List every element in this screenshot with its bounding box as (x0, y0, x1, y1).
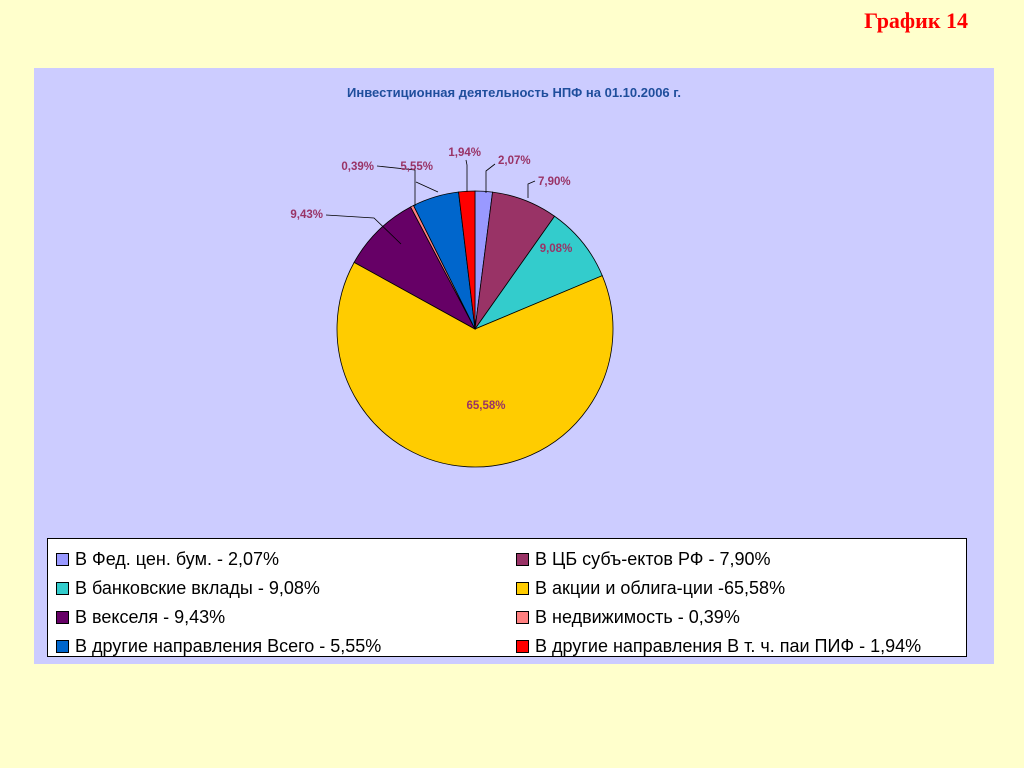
pie-slice (353, 206, 476, 330)
legend-swatch (516, 582, 529, 595)
data-label: 9,43% (290, 209, 323, 221)
pie-chart: 2,07% 7,90% 9,08% 65,58% 9,43% 0,39% 5,55% 1,94… (290, 147, 614, 468)
leader-line (465, 159, 468, 192)
legend-swatch (516, 640, 529, 653)
legend-label: В векселя - 9,43% (75, 607, 226, 627)
legend-swatch (516, 611, 529, 624)
data-label: 9,08% (540, 243, 573, 255)
data-label: 2,07% (498, 155, 531, 167)
leader-line (527, 180, 536, 198)
legend-item: В другие направления Всего - 5,55% (56, 632, 516, 661)
legend-label: В банковские вклады - 9,08% (75, 578, 320, 598)
legend-item: В векселя - 9,43% (56, 603, 516, 632)
pie-slice (336, 261, 614, 468)
legend-item: В ЦБ субъ-ектов РФ - 7,90% (516, 545, 968, 574)
legend-item: В недвижимость - 0,39% (516, 603, 968, 632)
data-label: 65,58% (466, 400, 505, 412)
slide-label: График 14 (864, 8, 968, 33)
data-label: 7,90% (538, 176, 571, 188)
legend-item: В акции и облига-ции -65,58% (516, 574, 968, 603)
legend-item: В Фед. цен. бум. - 2,07% (56, 545, 516, 574)
leader-line (415, 181, 439, 193)
legend-label: В другие направления Всего - 5,55% (75, 636, 382, 656)
legend-label: В Фед. цен. бум. - 2,07% (75, 549, 279, 569)
legend-swatch (56, 582, 69, 595)
legend-swatch (56, 611, 69, 624)
data-label: 0,39% (341, 161, 374, 173)
chart-panel: Инвестиционная деятельность НПФ на 01.10… (34, 68, 994, 664)
leader-line (376, 165, 416, 206)
legend-item: В банковские вклады - 9,08% (56, 574, 516, 603)
legend-label: В недвижимость - 0,39% (535, 607, 740, 627)
legend-label: В акции и облига-ции -65,58% (535, 578, 786, 598)
legend-label: В ЦБ субъ-ектов РФ - 7,90% (535, 549, 771, 569)
leader-line (325, 214, 402, 245)
legend-swatch (56, 553, 69, 566)
leader-line (485, 163, 496, 193)
legend-swatch (516, 553, 529, 566)
chart-title: Инвестиционная деятельность НПФ на 01.10… (347, 85, 681, 100)
legend: В Фед. цен. бум. - 2,07% В ЦБ субъ-ектов … (47, 538, 967, 657)
legend-label: В другие направления В т. ч. паи ПИФ - 1… (535, 636, 922, 656)
data-label: 1,94% (448, 147, 481, 159)
legend-swatch (56, 640, 69, 653)
data-label: 5,55% (400, 161, 433, 173)
legend-item: В другие направления В т. ч. паи ПИФ - 1… (516, 632, 968, 661)
